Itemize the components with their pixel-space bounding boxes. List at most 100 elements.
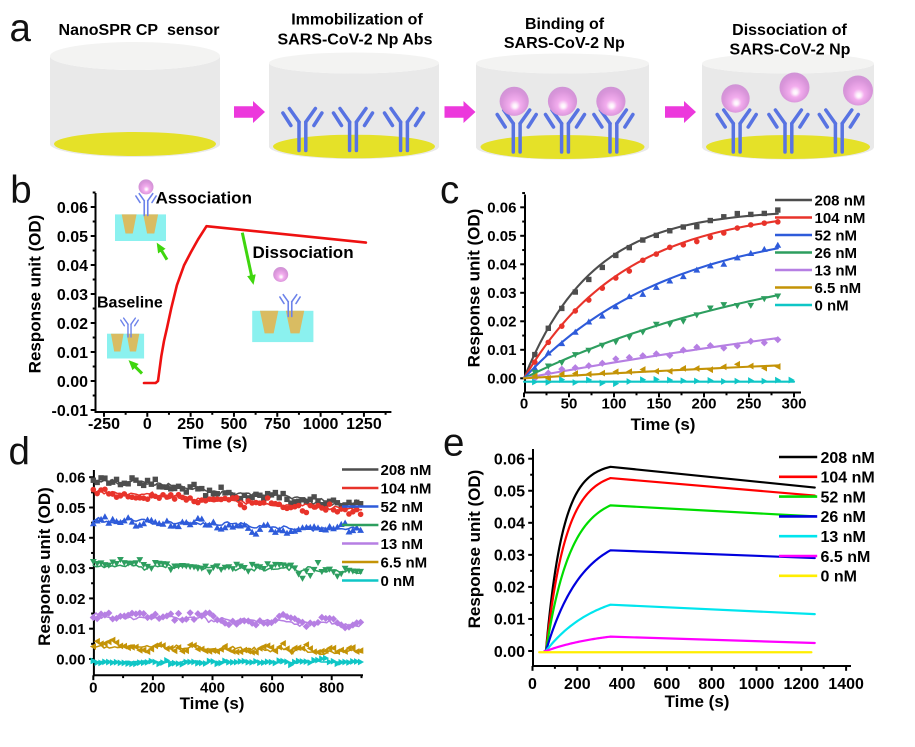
svg-text:400: 400 [200, 680, 225, 697]
svg-text:104 nM: 104 nM [815, 210, 866, 227]
svg-text:0.04: 0.04 [494, 516, 525, 533]
svg-text:52 nM: 52 nM [821, 489, 866, 506]
svg-text:26 nM: 26 nM [381, 517, 424, 534]
svg-text:0.06: 0.06 [494, 451, 525, 468]
svg-text:SARS-CoV-2 Np: SARS-CoV-2 Np [730, 42, 851, 59]
svg-text:13 nM: 13 nM [815, 262, 858, 279]
svg-text:0.01: 0.01 [494, 612, 525, 629]
svg-text:0: 0 [143, 416, 152, 433]
svg-text:SARS-CoV-2 Np Abs: SARS-CoV-2 Np Abs [278, 31, 433, 48]
svg-text:NanoSPR CP sensor: NanoSPR CP sensor [59, 22, 220, 39]
svg-text:0.01: 0.01 [56, 621, 85, 638]
svg-text:104 nM: 104 nM [821, 470, 875, 487]
svg-text:c: c [440, 169, 459, 212]
svg-text:SARS-CoV-2 Np: SARS-CoV-2 Np [504, 35, 625, 52]
svg-text:6.5 nM: 6.5 nM [821, 549, 871, 566]
svg-text:0.04: 0.04 [487, 257, 517, 274]
svg-text:0.04: 0.04 [56, 530, 86, 547]
svg-text:6.5 nM: 6.5 nM [815, 280, 862, 297]
svg-text:0: 0 [528, 676, 537, 693]
svg-text:0.00: 0.00 [487, 371, 516, 388]
svg-text:500: 500 [221, 416, 248, 433]
svg-text:26 nM: 26 nM [815, 245, 858, 262]
svg-text:Time (s): Time (s) [665, 692, 730, 711]
svg-text:0.01: 0.01 [57, 345, 88, 362]
svg-text:208 nM: 208 nM [815, 192, 866, 209]
svg-text:200: 200 [140, 680, 165, 697]
svg-text:Immobilization of: Immobilization of [291, 11, 423, 28]
svg-text:400: 400 [609, 676, 636, 693]
svg-text:250: 250 [736, 396, 761, 413]
svg-text:0.02: 0.02 [487, 314, 516, 331]
svg-text:200: 200 [691, 396, 716, 413]
svg-text:0.06: 0.06 [487, 200, 516, 217]
svg-text:0.05: 0.05 [487, 228, 516, 245]
svg-text:0 nM: 0 nM [821, 569, 857, 586]
svg-text:100: 100 [601, 396, 626, 413]
svg-text:0.06: 0.06 [56, 470, 85, 487]
svg-text:Response unit (OD): Response unit (OD) [465, 209, 484, 368]
svg-text:Time (s): Time (s) [180, 694, 245, 713]
svg-text:Association: Association [156, 188, 252, 207]
svg-text:600: 600 [654, 676, 681, 693]
svg-text:0.00: 0.00 [57, 374, 88, 391]
svg-text:300: 300 [781, 396, 806, 413]
svg-text:800: 800 [319, 680, 344, 697]
svg-text:52 nM: 52 nM [381, 499, 424, 516]
svg-text:52 nM: 52 nM [815, 227, 858, 244]
svg-text:1000: 1000 [739, 676, 775, 693]
svg-text:0.05: 0.05 [57, 229, 88, 246]
svg-text:0.03: 0.03 [487, 285, 516, 302]
svg-text:-0.01: -0.01 [52, 403, 89, 420]
svg-text:0.03: 0.03 [56, 561, 85, 578]
svg-text:1400: 1400 [828, 676, 864, 693]
svg-text:Binding of: Binding of [525, 16, 605, 33]
svg-text:104 nM: 104 nM [381, 480, 432, 497]
svg-text:Response unit (OD): Response unit (OD) [26, 215, 45, 374]
svg-text:Response unit (OD): Response unit (OD) [35, 487, 54, 646]
svg-text:750: 750 [264, 416, 291, 433]
svg-text:0: 0 [89, 680, 97, 697]
svg-text:13 nM: 13 nM [821, 529, 866, 546]
svg-text:0.02: 0.02 [57, 316, 88, 333]
svg-text:0.03: 0.03 [57, 287, 88, 304]
svg-text:250: 250 [177, 416, 204, 433]
svg-text:a: a [10, 7, 32, 50]
svg-text:0.03: 0.03 [494, 548, 525, 565]
svg-text:e: e [443, 422, 464, 465]
svg-text:0.02: 0.02 [494, 580, 525, 597]
svg-text:d: d [9, 431, 30, 474]
svg-text:Baseline: Baseline [97, 294, 163, 311]
svg-text:Dissociation: Dissociation [253, 243, 354, 262]
svg-text:0.05: 0.05 [494, 484, 525, 501]
svg-text:Response unit (OD): Response unit (OD) [465, 470, 484, 629]
svg-text:-250: -250 [88, 416, 120, 433]
svg-text:0 nM: 0 nM [381, 573, 415, 590]
svg-text:0 nM: 0 nM [815, 297, 849, 314]
svg-text:0.04: 0.04 [57, 258, 88, 275]
svg-text:13 nM: 13 nM [381, 536, 424, 553]
svg-text:0: 0 [520, 396, 528, 413]
svg-text:1200: 1200 [784, 676, 820, 693]
svg-text:1250: 1250 [346, 416, 382, 433]
svg-text:26 nM: 26 nM [821, 509, 866, 526]
svg-text:200: 200 [564, 676, 591, 693]
svg-text:0.01: 0.01 [487, 342, 516, 359]
svg-text:0.00: 0.00 [494, 644, 525, 661]
svg-text:208 nM: 208 nM [381, 462, 432, 479]
svg-text:6.5 nM: 6.5 nM [381, 554, 428, 571]
svg-text:1000: 1000 [303, 416, 339, 433]
svg-text:0.00: 0.00 [56, 651, 85, 668]
svg-text:0.06: 0.06 [57, 200, 88, 217]
svg-text:b: b [10, 169, 31, 212]
svg-text:208 nM: 208 nM [821, 450, 875, 467]
svg-text:600: 600 [260, 680, 285, 697]
svg-text:Time (s): Time (s) [183, 434, 248, 453]
svg-text:Dissociation of: Dissociation of [732, 22, 847, 39]
svg-text:150: 150 [646, 396, 671, 413]
svg-text:0.05: 0.05 [56, 500, 85, 517]
svg-text:Time (s): Time (s) [631, 415, 696, 434]
svg-text:50: 50 [561, 396, 578, 413]
svg-text:800: 800 [698, 676, 725, 693]
svg-text:0.02: 0.02 [56, 591, 85, 608]
